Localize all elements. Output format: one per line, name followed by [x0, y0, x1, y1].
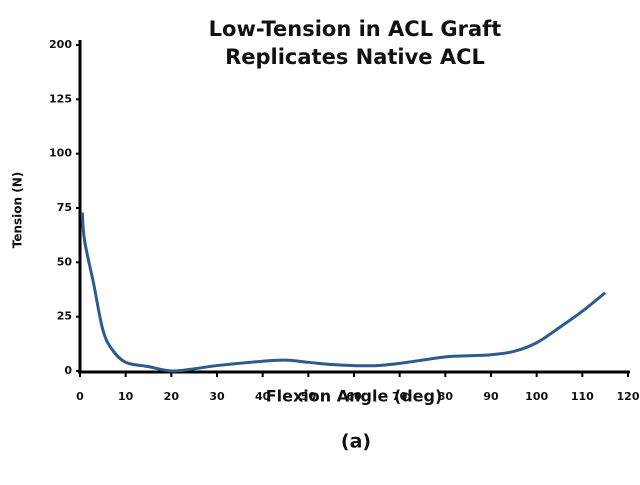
x-axis-label: Flexion Angle (deg): [266, 387, 443, 406]
x-tick-label: 120: [617, 390, 640, 403]
x-tick-label: 0: [76, 390, 84, 403]
y-tick-label: 75: [57, 201, 72, 214]
y-tick-label: 50: [57, 255, 73, 268]
chart-subtitle: Replicates Native ACL: [225, 45, 485, 69]
x-tick-label: 80: [438, 390, 454, 403]
x-tick-label: 90: [483, 390, 499, 403]
x-tick-label: 70: [392, 390, 408, 403]
x-tick-label: 60: [346, 390, 362, 403]
line: [80, 212, 607, 373]
chart-title: Low-Tension in ACL Graft: [209, 17, 502, 41]
x-tick-label: 10: [118, 390, 134, 403]
y-axis-label: Tension (N): [11, 172, 25, 249]
y-tick-label: 100: [49, 147, 72, 160]
y-tick-label: 25: [57, 310, 72, 323]
x-tick-label: 50: [301, 390, 317, 403]
x-tick-label: 40: [255, 390, 271, 403]
y-tick-label: 200: [49, 38, 72, 51]
y-tick-label: 125: [49, 92, 72, 105]
x-tick-label: 100: [525, 390, 548, 403]
x-tick-label: 20: [164, 390, 180, 403]
y-tick-label: 0: [64, 364, 72, 377]
caption: (a): [341, 431, 371, 453]
x-tick-label: 30: [209, 390, 225, 403]
x-tick-label: 110: [571, 390, 594, 403]
